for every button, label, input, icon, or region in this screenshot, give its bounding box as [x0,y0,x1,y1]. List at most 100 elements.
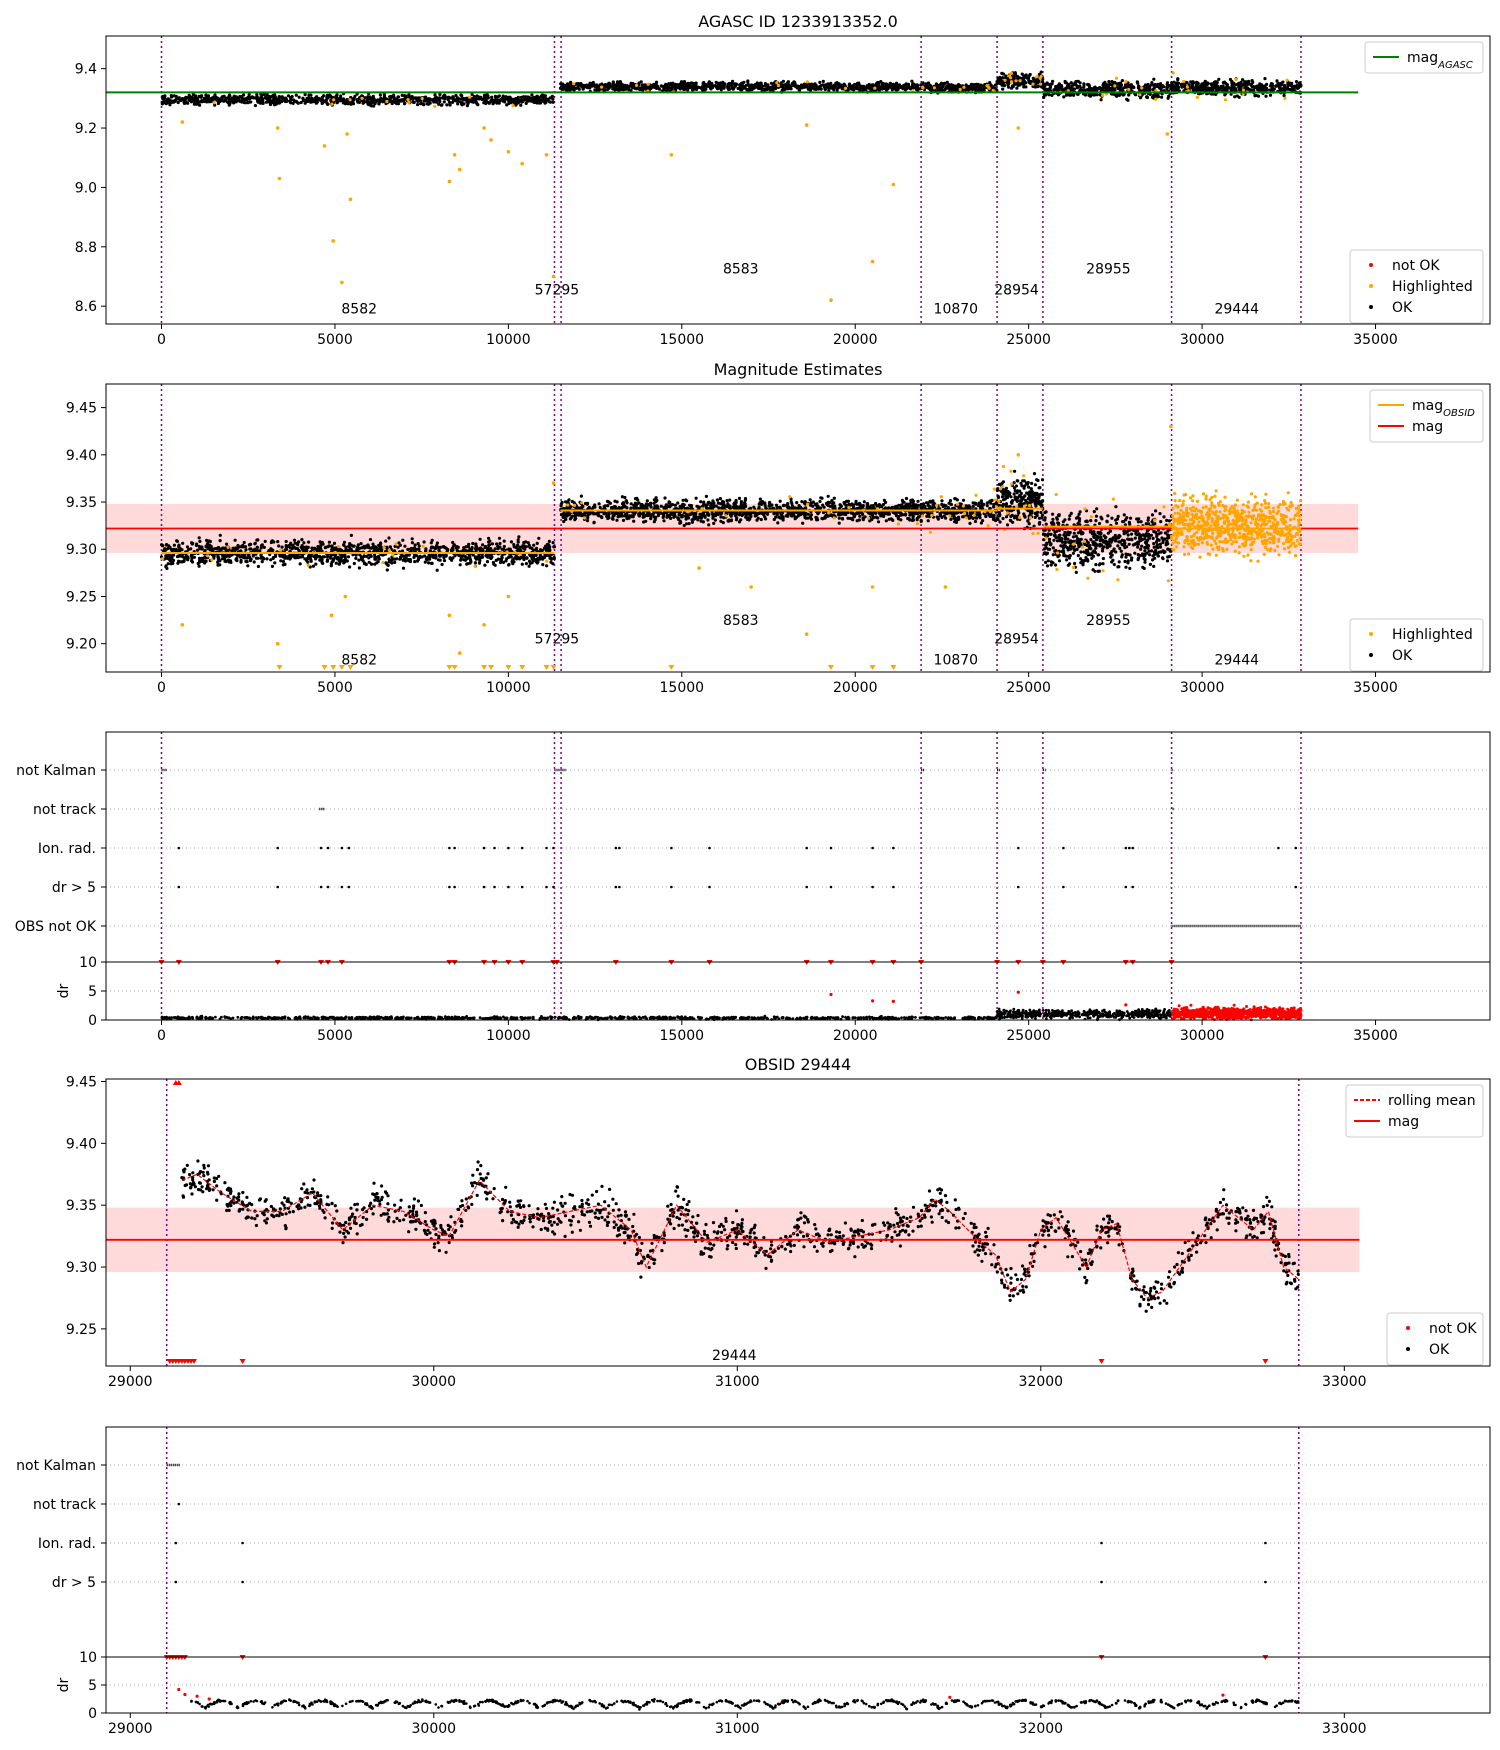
ok-point [193,94,198,98]
ok-point [795,501,799,505]
ok-point [759,517,763,522]
ok-point [283,556,287,560]
highlighted-point [932,86,937,90]
ok-point [177,543,181,547]
ok-point [471,541,475,546]
ok-point [478,96,482,100]
ok-point [336,97,340,101]
ok-point [415,559,420,563]
ok-point [546,97,550,101]
highlighted-point [1101,93,1105,97]
highlighted-point [873,86,877,90]
ok-point [921,81,925,85]
ok-point [1269,82,1274,86]
ok-point [742,80,746,84]
ok-point [660,84,664,88]
ok-point [398,543,402,547]
ok-point [485,560,490,564]
ok-point [886,85,891,89]
ok-point [1263,77,1267,81]
ok-point [462,558,466,562]
ok-point [315,98,319,102]
ok-point [733,82,737,86]
ok-point [303,557,307,561]
ok-point [667,82,671,86]
ok-point [505,557,509,561]
ok-point [1082,83,1086,87]
ok-point [512,543,516,547]
ok-point [276,99,280,103]
ok-point [570,85,574,89]
ok-point [522,556,526,560]
x-tick-label: 25000 [1006,332,1051,348]
ok-point [248,542,252,546]
highlighted-point [870,259,875,264]
ok-point [311,564,315,568]
ok-point [290,547,294,551]
ok-point [273,97,277,101]
ok-point [172,543,176,547]
ok-point [1217,77,1221,81]
ok-point [1107,80,1111,84]
ok-point [903,88,908,92]
ok-point [853,82,857,87]
ok-point [284,96,288,100]
ok-point [368,103,372,107]
ok-point [827,88,831,92]
ok-point [579,494,584,498]
ok-point [266,100,271,104]
ok-point [1073,81,1077,85]
ok-point [251,96,255,100]
ok-point [259,553,263,558]
ok-point [203,548,207,553]
ok-point [1176,78,1180,82]
ok-point [737,496,742,500]
ok-point [300,538,304,542]
ok-point [1043,88,1047,92]
ok-point [252,560,256,564]
ok-point [346,549,350,553]
ok-point [1020,72,1024,76]
ok-point [244,548,248,552]
ok-point [517,557,521,561]
agasc-panel: AGASC ID 1233913352.08582572958583108702… [75,12,1491,348]
ok-point [551,562,555,566]
highlighted-point [420,96,424,101]
ok-point [298,562,302,566]
ok-point [527,543,531,548]
ok-point [289,541,293,545]
ok-point [454,93,458,98]
ok-point [235,99,239,103]
ok-point [373,548,377,552]
ok-point [1015,74,1020,79]
ok-point [423,99,427,103]
ok-point [346,555,351,559]
ok-point [233,538,237,542]
ok-point [1180,82,1184,86]
ok-point [454,546,458,550]
ok-point [225,542,229,546]
ok-point [413,543,417,547]
ok-point [685,84,689,88]
ok-point [185,545,190,549]
ok-point [1152,93,1156,97]
ok-point [861,516,865,520]
ok-point [373,101,377,106]
ok-point [226,558,230,562]
ok-point [1194,86,1198,90]
highlighted-point [1035,75,1039,79]
ok-point [759,81,763,85]
ok-point [246,554,251,559]
ok-point [672,515,676,519]
ok-point [227,93,232,97]
ok-point [712,521,716,526]
ok-point [368,538,373,542]
ok-point [1272,87,1276,91]
ok-point [435,568,439,572]
ok-point [717,506,721,510]
ok-point [270,100,274,104]
ok-point [1256,94,1261,98]
ok-point [218,533,222,537]
ok-point [256,556,260,560]
ok-point [344,99,348,103]
